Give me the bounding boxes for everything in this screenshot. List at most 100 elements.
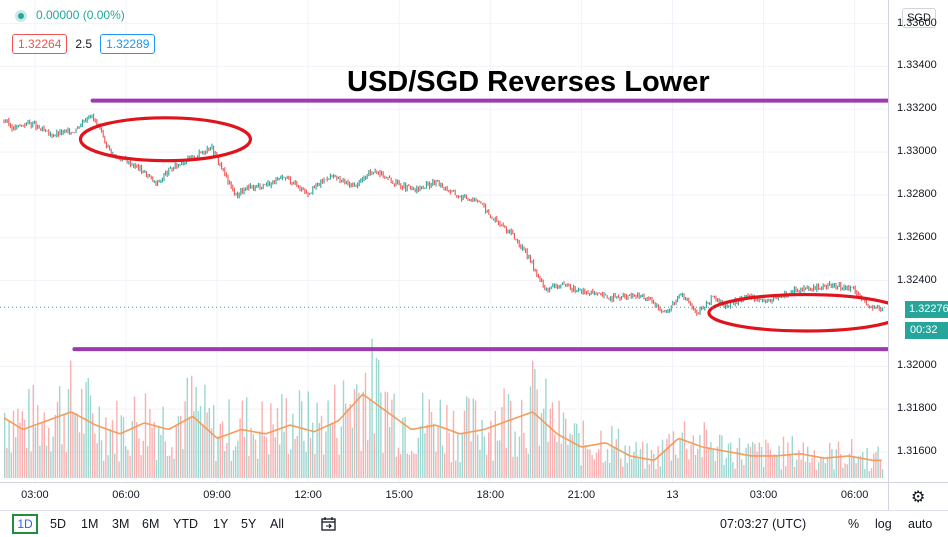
- volume-bar: [34, 426, 37, 478]
- volume-bar: [221, 421, 224, 478]
- volume-bar: [879, 460, 881, 478]
- volume-bar: [186, 377, 188, 478]
- volume-bar: [492, 460, 494, 478]
- volume-bar: [752, 441, 754, 478]
- volume-bar: [314, 453, 316, 478]
- volume-bar: [668, 433, 670, 478]
- volume-bar: [41, 422, 43, 478]
- volume-bar: [301, 401, 303, 478]
- volume-bar: [19, 422, 21, 478]
- range-all-button[interactable]: All: [270, 517, 284, 531]
- range-6m-button[interactable]: 6M: [142, 517, 160, 531]
- volume-bar: [15, 437, 17, 478]
- status-dot-icon: [18, 12, 24, 19]
- volume-bar: [846, 464, 848, 478]
- volume-bar: [292, 413, 294, 478]
- volume-bar: [61, 444, 63, 478]
- volume-bar: [342, 380, 345, 478]
- volume-bar: [657, 446, 659, 478]
- volume-bar: [98, 406, 100, 478]
- bid-button[interactable]: 1.32264: [12, 34, 68, 54]
- volume-bar: [543, 408, 545, 478]
- volume-bar: [122, 417, 125, 478]
- volume-ma-line: [3, 393, 882, 462]
- volume-bar: [692, 435, 694, 478]
- range-1m-button[interactable]: 1M: [81, 517, 99, 531]
- spread-value: 2.5: [75, 37, 93, 51]
- volume-bar: [787, 442, 789, 478]
- volume-bar: [358, 392, 360, 478]
- time-tick-label: 12:00: [294, 489, 322, 501]
- volume-bar: [767, 442, 769, 478]
- volume-bar: [371, 338, 373, 478]
- range-5d-button[interactable]: 5D: [50, 517, 66, 531]
- volume-bar: [111, 420, 114, 478]
- volume-bar: [512, 456, 514, 478]
- volume-bar: [162, 406, 164, 478]
- price-chart[interactable]: [0, 0, 888, 482]
- bar-countdown: 00:32: [905, 322, 948, 339]
- volume-bar: [210, 428, 213, 478]
- volume-bar: [202, 424, 204, 478]
- log-scale-button[interactable]: log: [875, 517, 892, 531]
- volume-bar: [87, 377, 89, 478]
- currency-badge[interactable]: SGD: [902, 8, 936, 28]
- percent-scale-button[interactable]: %: [848, 517, 860, 531]
- volume-bar: [875, 452, 877, 478]
- volume-bar: [404, 417, 406, 478]
- ask-button[interactable]: 1.32289: [100, 34, 156, 54]
- volume-bar: [140, 454, 142, 478]
- volume-bar: [659, 466, 661, 478]
- volume-bar: [765, 439, 767, 478]
- volume-bar: [725, 457, 727, 478]
- volume-bar: [105, 417, 107, 478]
- price-tick-label: 1.32000: [897, 359, 937, 372]
- price-axis[interactable]: SGD 1.33600 1.33400 1.33200 1.33000 1.32800 1…: [888, 0, 948, 482]
- range-1d-button[interactable]: 1D: [12, 514, 38, 534]
- go-to-date-icon[interactable]: [320, 516, 338, 532]
- volume-bar: [791, 436, 793, 478]
- volume-bar: [246, 397, 248, 478]
- volume-bar: [272, 424, 274, 478]
- volume-bar: [587, 448, 589, 478]
- volume-bar: [21, 411, 23, 478]
- volume-bar: [457, 432, 459, 478]
- volume-bar: [833, 469, 835, 478]
- volume-bar: [741, 459, 743, 478]
- range-ytd-button[interactable]: YTD: [173, 517, 198, 531]
- volume-bar: [866, 447, 868, 478]
- volume-bar: [747, 443, 749, 478]
- volume-bar: [701, 457, 703, 478]
- volume-bar: [199, 405, 202, 478]
- volume-bar: [606, 449, 609, 478]
- volume-bar: [17, 408, 19, 478]
- volume-bar: [494, 410, 496, 478]
- volume-bar: [364, 372, 367, 478]
- volume-bar: [804, 461, 807, 478]
- range-3m-button[interactable]: 3M: [112, 517, 130, 531]
- volume-bar: [811, 458, 813, 478]
- range-5y-button[interactable]: 5Y: [241, 517, 257, 531]
- volume-bar: [48, 427, 50, 478]
- volume-bar: [78, 432, 81, 478]
- price-tick-label: 1.33000: [897, 145, 937, 158]
- volume-bar: [294, 439, 296, 478]
- volume-bar: [382, 452, 384, 478]
- settings-gear-icon[interactable]: ⚙: [911, 489, 926, 506]
- volume-bar: [250, 427, 252, 478]
- auto-scale-button[interactable]: auto: [908, 517, 933, 531]
- time-axis[interactable]: 03:00 06:00 09:00 12:00 15:00 18:00 21:00 13 03:…: [0, 482, 888, 510]
- volume-bar: [28, 388, 30, 478]
- volume-bar: [472, 398, 474, 478]
- volume-bar: [479, 449, 481, 478]
- volume-bar: [378, 359, 380, 478]
- range-1y-button[interactable]: 1Y: [213, 517, 229, 531]
- volume-bar: [184, 401, 186, 478]
- volume-bar: [514, 431, 516, 478]
- volume-bar: [829, 442, 831, 478]
- clock-time[interactable]: 07:03:27 (UTC): [720, 517, 807, 531]
- volume-bar: [463, 410, 466, 478]
- change-legend: 0.00000 (0.00%): [18, 8, 125, 22]
- volume-bar: [844, 463, 846, 478]
- volume-bar: [622, 466, 624, 478]
